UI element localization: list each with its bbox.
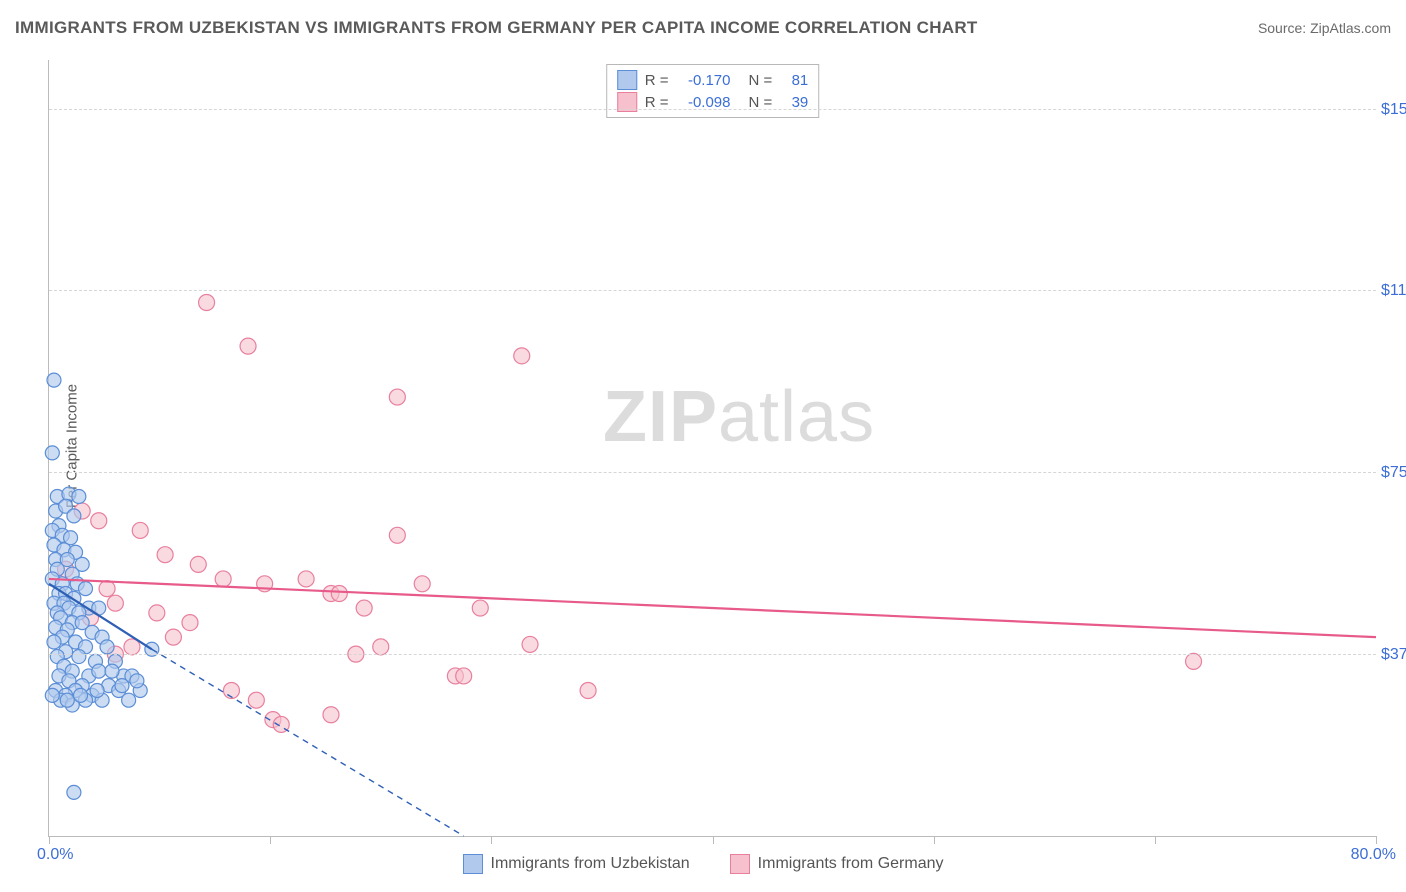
uzbekistan-point — [60, 693, 74, 707]
germany-point — [199, 295, 215, 311]
germany-point — [215, 571, 231, 587]
germany-point — [389, 389, 405, 405]
x-tick — [1155, 836, 1156, 844]
germany-point — [107, 595, 123, 611]
uzbekistan-point — [90, 684, 104, 698]
chart-plot-area: ZIPatlas R =-0.170N =81R =-0.098N =39 0.… — [48, 60, 1376, 837]
x-tick — [49, 836, 50, 844]
germany-point — [182, 615, 198, 631]
germany-point — [223, 683, 239, 699]
uzbekistan-point — [100, 640, 114, 654]
chart-title: IMMIGRANTS FROM UZBEKISTAN VS IMMIGRANTS… — [15, 18, 978, 38]
series-legend: Immigrants from Uzbekistan Immigrants fro… — [0, 854, 1406, 874]
uzbekistan-point — [72, 650, 86, 664]
germany-point — [298, 571, 314, 587]
uzbekistan-point — [72, 490, 86, 504]
germany-point — [91, 513, 107, 529]
germany-point — [514, 348, 530, 364]
uzbekistan-point — [92, 664, 106, 678]
legend-swatch — [463, 854, 483, 874]
uzbekistan-regression-extrapolation — [152, 649, 464, 836]
legend-item-germany: Immigrants from Germany — [730, 854, 944, 874]
gridline: $37,500 — [49, 654, 1376, 655]
x-tick — [713, 836, 714, 844]
x-tick — [491, 836, 492, 844]
germany-point — [356, 600, 372, 616]
gridline: $150,000 — [49, 109, 1376, 110]
legend-label: Immigrants from Germany — [758, 855, 944, 873]
uzbekistan-point — [45, 688, 59, 702]
gridline: $112,500 — [49, 290, 1376, 291]
germany-point — [323, 707, 339, 723]
scatter-svg — [49, 60, 1376, 836]
uzbekistan-point — [67, 785, 81, 799]
germany-point — [165, 629, 181, 645]
uzbekistan-point — [130, 674, 144, 688]
germany-point — [132, 522, 148, 538]
y-tick-label: $112,500 — [1381, 282, 1406, 300]
legend-label: Immigrants from Uzbekistan — [491, 855, 690, 873]
germany-point — [389, 527, 405, 543]
legend-swatch — [730, 854, 750, 874]
source-label: Source: ZipAtlas.com — [1258, 20, 1391, 36]
uzbekistan-point — [105, 664, 119, 678]
y-tick-label: $37,500 — [1381, 646, 1406, 664]
uzbekistan-point — [45, 446, 59, 460]
germany-point — [373, 639, 389, 655]
germany-point — [1186, 653, 1202, 669]
germany-point — [472, 600, 488, 616]
y-tick-label: $75,000 — [1381, 464, 1406, 482]
x-tick — [1376, 836, 1377, 844]
legend-item-uzbekistan: Immigrants from Uzbekistan — [463, 854, 690, 874]
germany-point — [414, 576, 430, 592]
germany-point — [331, 586, 347, 602]
germany-point — [248, 692, 264, 708]
germany-point — [190, 556, 206, 572]
y-tick-label: $150,000 — [1381, 101, 1406, 119]
germany-point — [456, 668, 472, 684]
x-tick — [270, 836, 271, 844]
uzbekistan-point — [122, 693, 136, 707]
germany-point — [240, 338, 256, 354]
uzbekistan-point — [74, 688, 88, 702]
germany-regression-line — [49, 579, 1376, 637]
uzbekistan-point — [47, 373, 61, 387]
x-tick — [934, 836, 935, 844]
germany-point — [149, 605, 165, 621]
uzbekistan-point — [67, 509, 81, 523]
uzbekistan-point — [115, 679, 129, 693]
germany-point — [157, 547, 173, 563]
uzbekistan-point — [78, 582, 92, 596]
germany-point — [522, 636, 538, 652]
gridline: $75,000 — [49, 472, 1376, 473]
uzbekistan-point — [47, 635, 61, 649]
germany-point — [580, 683, 596, 699]
germany-point — [99, 581, 115, 597]
